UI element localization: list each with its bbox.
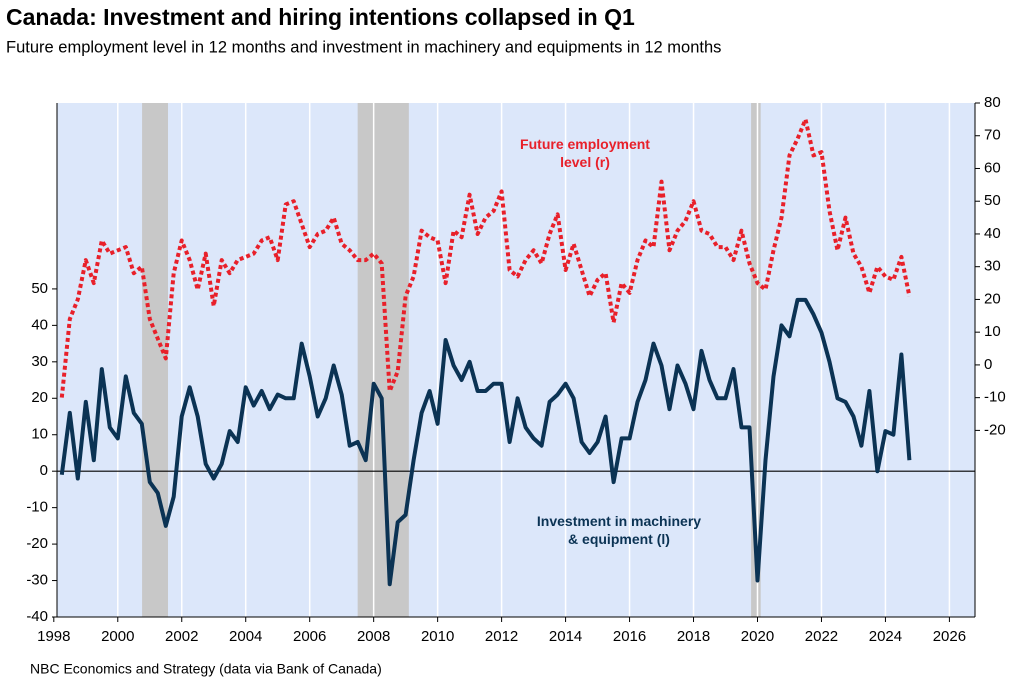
x-tick-label: 2016 — [613, 628, 646, 645]
y-tick-label: 50 — [31, 280, 48, 297]
y2-tick-label: 50 — [984, 192, 1001, 209]
x-tick-label: 2004 — [229, 628, 262, 645]
chart-subtitle: Future employment level in 12 months and… — [6, 38, 721, 56]
y2-tick-label: 40 — [984, 225, 1001, 242]
x-tick-label: 2026 — [933, 628, 966, 645]
x-tick-label: 2008 — [357, 628, 390, 645]
y2-tick-label: 10 — [984, 323, 1001, 340]
y-tick-label: 10 — [31, 426, 48, 443]
x-tick-label: 2014 — [549, 628, 582, 645]
y-tick-label: 30 — [31, 353, 48, 370]
data-line — [59, 117, 912, 398]
annotation-line: & equipment (l) — [568, 531, 670, 547]
y-tick-label: 40 — [31, 316, 48, 333]
y-tick-label: 20 — [31, 389, 48, 406]
recession-band — [142, 103, 168, 617]
x-tick-label: 2020 — [741, 628, 774, 645]
x-tick-label: 2022 — [805, 628, 838, 645]
x-tick-label: 2006 — [293, 628, 326, 645]
x-tick-label: 1998 — [37, 628, 70, 645]
y2-tick-label: 0 — [984, 356, 992, 373]
data-line — [59, 297, 912, 587]
x-tick-label: 2002 — [165, 628, 198, 645]
annotation-line: Future employment — [520, 136, 650, 152]
annotation: Future employment level (r) — [520, 136, 650, 170]
annotation: Investment in machinery & equipment (l) — [537, 513, 701, 547]
y2-tick-label: 70 — [984, 127, 1001, 144]
x-tick-label: 2000 — [101, 628, 134, 645]
x-tick-label: 2018 — [677, 628, 710, 645]
y2-tick-label: 30 — [984, 258, 1001, 275]
annotation-line: Investment in machinery — [537, 513, 701, 529]
plot-background — [57, 103, 975, 617]
y2-tick-label: -20 — [984, 421, 1006, 438]
y2-tick-label: -10 — [984, 389, 1006, 406]
y-tick-label: -30 — [26, 572, 48, 589]
y2-tick-label: 60 — [984, 159, 1001, 176]
x-tick-label: 2012 — [485, 628, 518, 645]
y-tick-label: 0 — [40, 462, 48, 479]
recession-band — [357, 103, 409, 617]
y-tick-label: -20 — [26, 535, 48, 552]
y2-tick-label: 80 — [984, 94, 1001, 111]
annotation-line: level (r) — [560, 154, 610, 170]
y-tick-label: -10 — [26, 499, 48, 516]
x-tick-label: 2010 — [421, 628, 454, 645]
y2-tick-label: 20 — [984, 290, 1001, 307]
x-tick-label: 2024 — [869, 628, 902, 645]
y-tick-label: -40 — [26, 608, 48, 625]
chart-title: Canada: Investment and hiring intentions… — [6, 4, 635, 30]
recession-band — [751, 103, 761, 617]
source-note: NBC Economics and Strategy (data via Ban… — [30, 661, 382, 677]
